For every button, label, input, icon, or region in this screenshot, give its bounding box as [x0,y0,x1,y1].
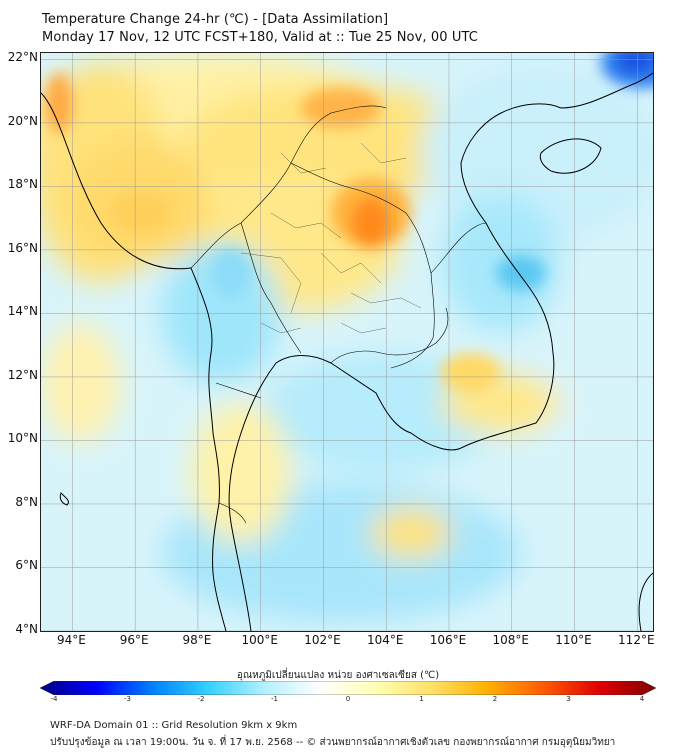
temperature-field [41,53,653,623]
lon-label: 94°E [56,633,86,647]
lat-label: 10°N [7,431,38,446]
lat-label: 12°N [7,367,38,382]
lon-label: 104°E [366,633,404,647]
lon-label: 96°E [119,633,149,647]
footer-credit: ปรับปรุงข้อมูล ณ เวลา 19:00น. วัน จ. ที่… [50,737,616,748]
colorbar-bar [40,681,656,695]
chart-title: Temperature Change 24-hr (℃) - [Data Ass… [42,12,389,27]
colorbar-tick-label: -4 [50,695,58,703]
colorbar-tick-label: 2 [492,695,498,703]
colorbar-tick-label: -1 [271,695,278,703]
colorbar-tick-label: 3 [566,695,571,703]
colorbar [40,681,656,695]
colorbar-tick-label: 4 [639,695,645,703]
lat-label: 22°N [7,50,38,65]
lat-label: 8°N [15,494,38,509]
temperature-hotspots [45,53,653,393]
lon-label: 110°E [555,633,592,647]
lon-label: 102°E [304,633,341,647]
lon-label: 98°E [182,633,212,647]
lon-label: 100°E [241,633,278,647]
colorbar-title: อุณหภูมิเปลี่ยนแปลง หน่วย องศาเซลเซียส (… [236,670,440,681]
province-boundaries [240,142,422,334]
footer-resolution: WRF-DA Domain 01 :: Grid Resolution 9km … [50,720,298,731]
temperature-change-map[interactable] [40,52,654,632]
chart-subtitle: Monday 17 Nov, 12 UTC FCST+180, Valid at… [42,30,478,45]
lat-label: 4°N [15,622,38,636]
map-canvas [41,53,653,631]
graticule [41,53,653,631]
colorbar-tick-label: -2 [197,695,205,703]
colorbar-tick-label: 1 [419,695,424,703]
lon-label: 106°E [429,633,467,647]
lon-label: 108°E [492,633,530,647]
lon-label: 112°E [618,633,655,647]
lat-label: 14°N [7,304,38,319]
lat-label: 16°N [7,240,38,255]
colorbar-tick-label: 0 [345,695,351,703]
colorbar-tick-label: -3 [124,695,131,703]
lat-label: 6°N [15,558,38,573]
lat-label: 18°N [7,177,38,192]
lat-label: 20°N [7,113,38,128]
coastlines [41,72,653,631]
